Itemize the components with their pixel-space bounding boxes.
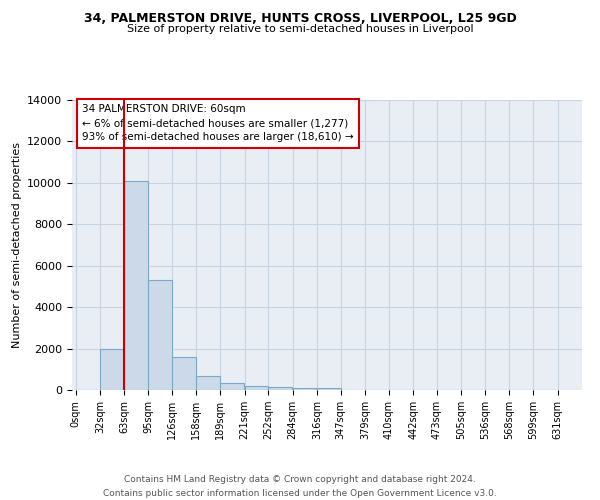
Bar: [100, 348, 124, 390]
Text: 34, PALMERSTON DRIVE, HUNTS CROSS, LIVERPOOL, L25 9GD: 34, PALMERSTON DRIVE, HUNTS CROSS, LIVER…: [83, 12, 517, 26]
Bar: [245, 386, 268, 390]
Bar: [268, 388, 292, 390]
Y-axis label: Number of semi-detached properties: Number of semi-detached properties: [11, 142, 22, 348]
Text: Contains HM Land Registry data © Crown copyright and database right 2024.
Contai: Contains HM Land Registry data © Crown c…: [103, 476, 497, 498]
Bar: [172, 357, 196, 390]
Bar: [196, 376, 220, 390]
Bar: [124, 181, 148, 390]
Bar: [148, 280, 172, 390]
Text: Size of property relative to semi-detached houses in Liverpool: Size of property relative to semi-detach…: [127, 24, 473, 34]
Bar: [220, 383, 244, 390]
Text: 34 PALMERSTON DRIVE: 60sqm
← 6% of semi-detached houses are smaller (1,277)
93% : 34 PALMERSTON DRIVE: 60sqm ← 6% of semi-…: [82, 104, 354, 142]
Bar: [317, 388, 341, 390]
Bar: [293, 388, 316, 390]
